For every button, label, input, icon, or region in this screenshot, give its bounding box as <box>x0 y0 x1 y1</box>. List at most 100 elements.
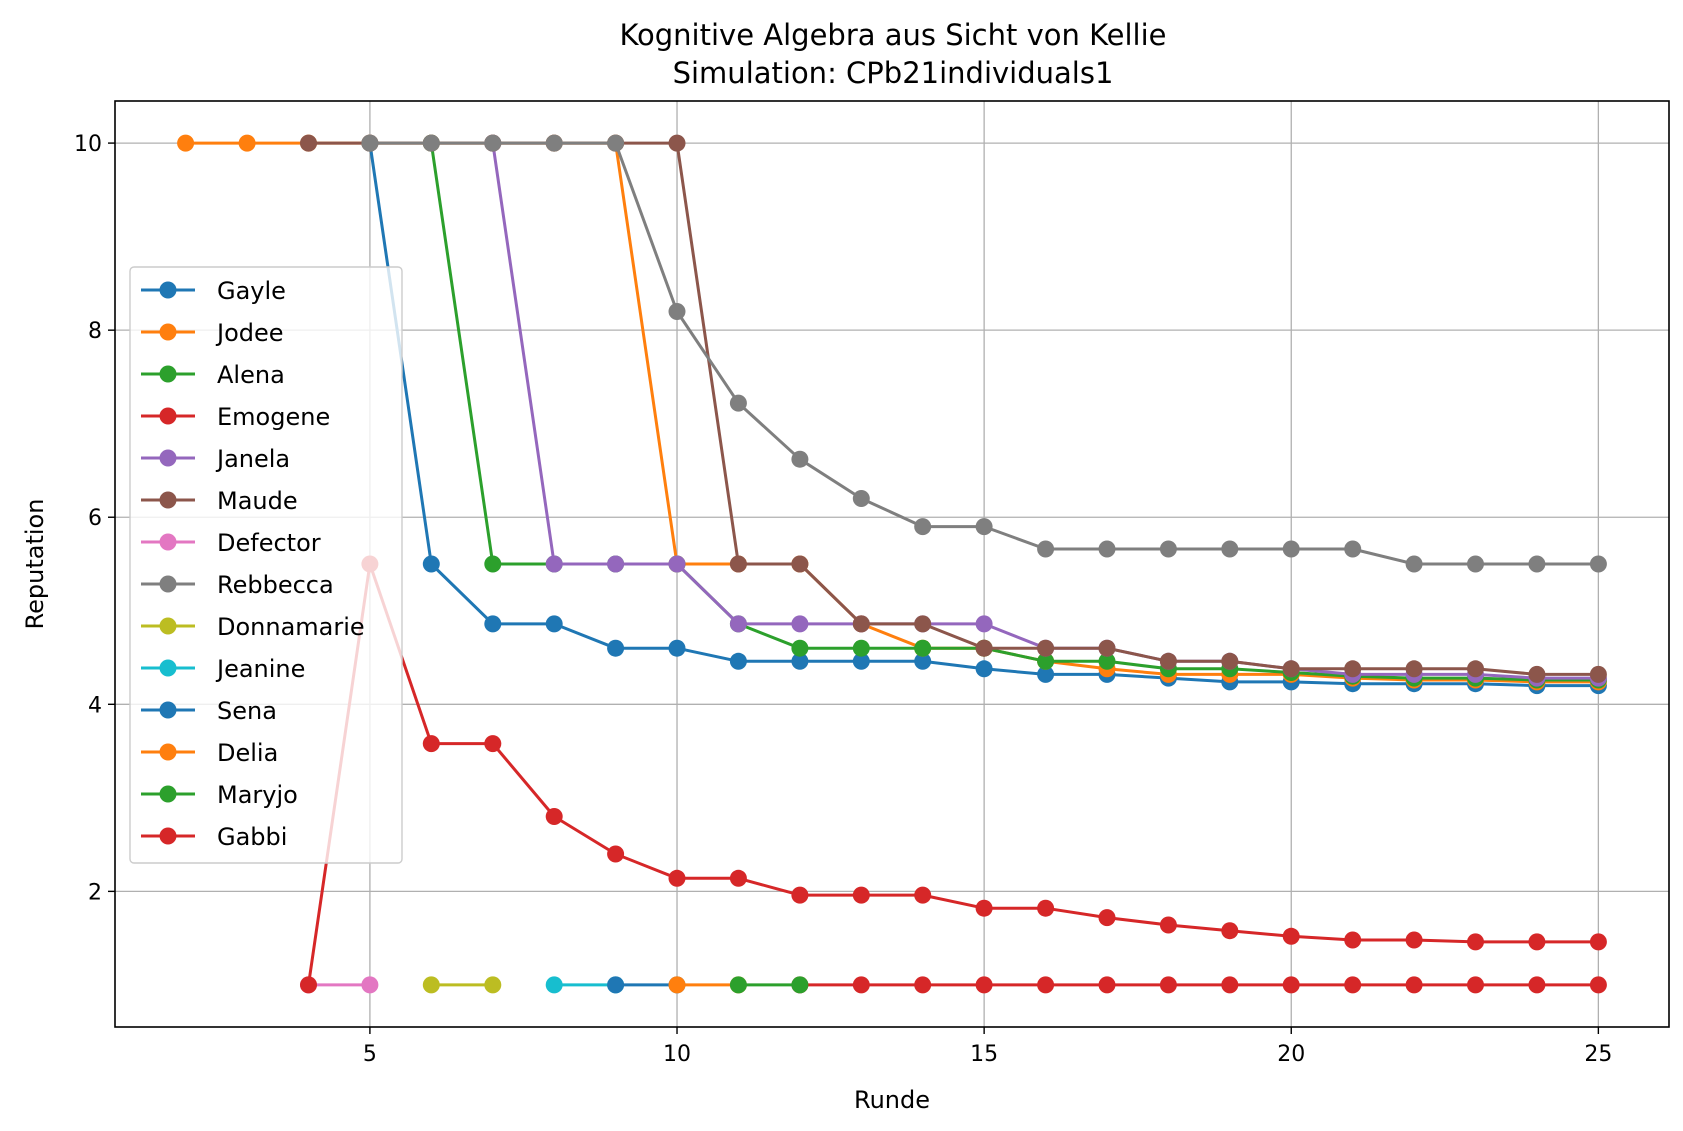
legend-label: Donnamarie <box>217 613 365 641</box>
data-point <box>791 886 809 904</box>
data-point <box>975 639 993 657</box>
data-point <box>1528 933 1546 951</box>
data-point <box>791 615 809 633</box>
legend-marker <box>159 701 177 719</box>
data-point <box>1037 652 1055 670</box>
data-point <box>729 555 747 573</box>
data-point <box>422 134 440 152</box>
data-point <box>1467 555 1484 573</box>
data-point <box>1405 660 1423 678</box>
data-point <box>914 652 932 670</box>
data-point <box>484 615 502 633</box>
data-point <box>729 652 747 670</box>
data-point <box>1589 933 1607 951</box>
legend-item: Emogene <box>141 403 330 431</box>
legend-marker <box>159 365 177 383</box>
legend-item: Jeanine <box>141 655 305 683</box>
data-point <box>607 976 625 994</box>
data-point <box>1037 899 1055 917</box>
legend-marker <box>159 659 177 677</box>
data-point <box>1159 976 1177 994</box>
data-point <box>975 615 993 633</box>
series-line <box>307 562 1599 986</box>
legend-item: Gayle <box>141 277 286 305</box>
data-point <box>1282 660 1300 678</box>
x-tick-label: 20 <box>1277 1042 1305 1067</box>
data-point <box>1159 540 1177 558</box>
legend-item: Delia <box>141 739 278 767</box>
data-point <box>545 134 563 152</box>
data-point <box>484 976 502 994</box>
data-point <box>422 735 440 753</box>
data-point <box>484 134 502 152</box>
legend-item: Janela <box>141 445 290 473</box>
legend-item: Alena <box>141 361 285 389</box>
data-point <box>1159 916 1177 934</box>
data-point <box>791 555 809 573</box>
data-point <box>668 869 686 887</box>
series-gabbi <box>300 555 1607 994</box>
data-point <box>914 886 932 904</box>
data-point <box>852 652 870 670</box>
legend-label: Sena <box>217 697 277 725</box>
data-point <box>914 518 932 536</box>
chart-subtitle: Simulation: CPb21individuals1 <box>673 56 1114 90</box>
data-point <box>1282 927 1300 945</box>
legend-marker <box>159 491 177 509</box>
data-point <box>177 134 195 152</box>
data-point <box>1098 639 1116 657</box>
data-point <box>1344 931 1362 949</box>
data-point <box>1528 976 1546 994</box>
data-point <box>975 976 993 994</box>
legend-item: Defector <box>141 529 321 557</box>
legend-item: Sena <box>141 697 277 725</box>
data-point <box>1467 976 1484 994</box>
data-point <box>852 615 870 633</box>
data-point <box>1037 540 1055 558</box>
data-point <box>545 555 563 573</box>
data-point <box>791 450 809 468</box>
legend-item: Maude <box>141 487 298 515</box>
data-point <box>852 976 870 994</box>
y-tick-label: 2 <box>88 880 102 905</box>
x-tick-label: 5 <box>363 1042 377 1067</box>
data-point <box>1405 555 1423 573</box>
data-point <box>1098 909 1116 927</box>
series-maryjo <box>729 976 809 994</box>
data-point <box>975 660 993 678</box>
data-point <box>1037 976 1055 994</box>
data-point <box>1405 931 1423 949</box>
legend-label: Maryjo <box>217 781 298 809</box>
data-point <box>1405 976 1423 994</box>
legend-marker <box>159 575 177 593</box>
legend-marker <box>159 617 177 635</box>
data-point <box>852 886 870 904</box>
data-point <box>1221 652 1239 670</box>
legend-marker <box>159 533 177 551</box>
data-point <box>545 615 563 633</box>
data-point <box>300 976 317 994</box>
y-axis-label: Reputation <box>21 499 49 630</box>
legend-label: Delia <box>217 739 278 767</box>
data-point <box>729 394 747 412</box>
legend-label: Janela <box>215 445 290 473</box>
data-point <box>1098 652 1116 670</box>
y-tick-label: 6 <box>88 506 102 531</box>
data-point <box>729 615 747 633</box>
data-point <box>361 976 379 994</box>
data-point <box>300 134 317 152</box>
data-point <box>1282 540 1300 558</box>
legend-label: Maude <box>217 487 298 515</box>
data-point <box>1221 922 1239 940</box>
data-point <box>361 134 379 152</box>
data-point <box>668 976 686 994</box>
legend-marker <box>159 281 177 299</box>
legend-marker <box>159 827 177 845</box>
legend: Gayle Jodee Alena Emogene Janela Maude Defecto… <box>129 266 403 864</box>
data-point <box>1037 665 1055 683</box>
legend-item: Donnamarie <box>141 613 365 641</box>
legend-marker <box>159 785 177 803</box>
axis-ticks: 5 10 15 20 25 2 4 6 8 10 <box>74 132 1612 1067</box>
legend-label: Gabbi <box>217 823 287 851</box>
legend-label: Alena <box>217 361 285 389</box>
